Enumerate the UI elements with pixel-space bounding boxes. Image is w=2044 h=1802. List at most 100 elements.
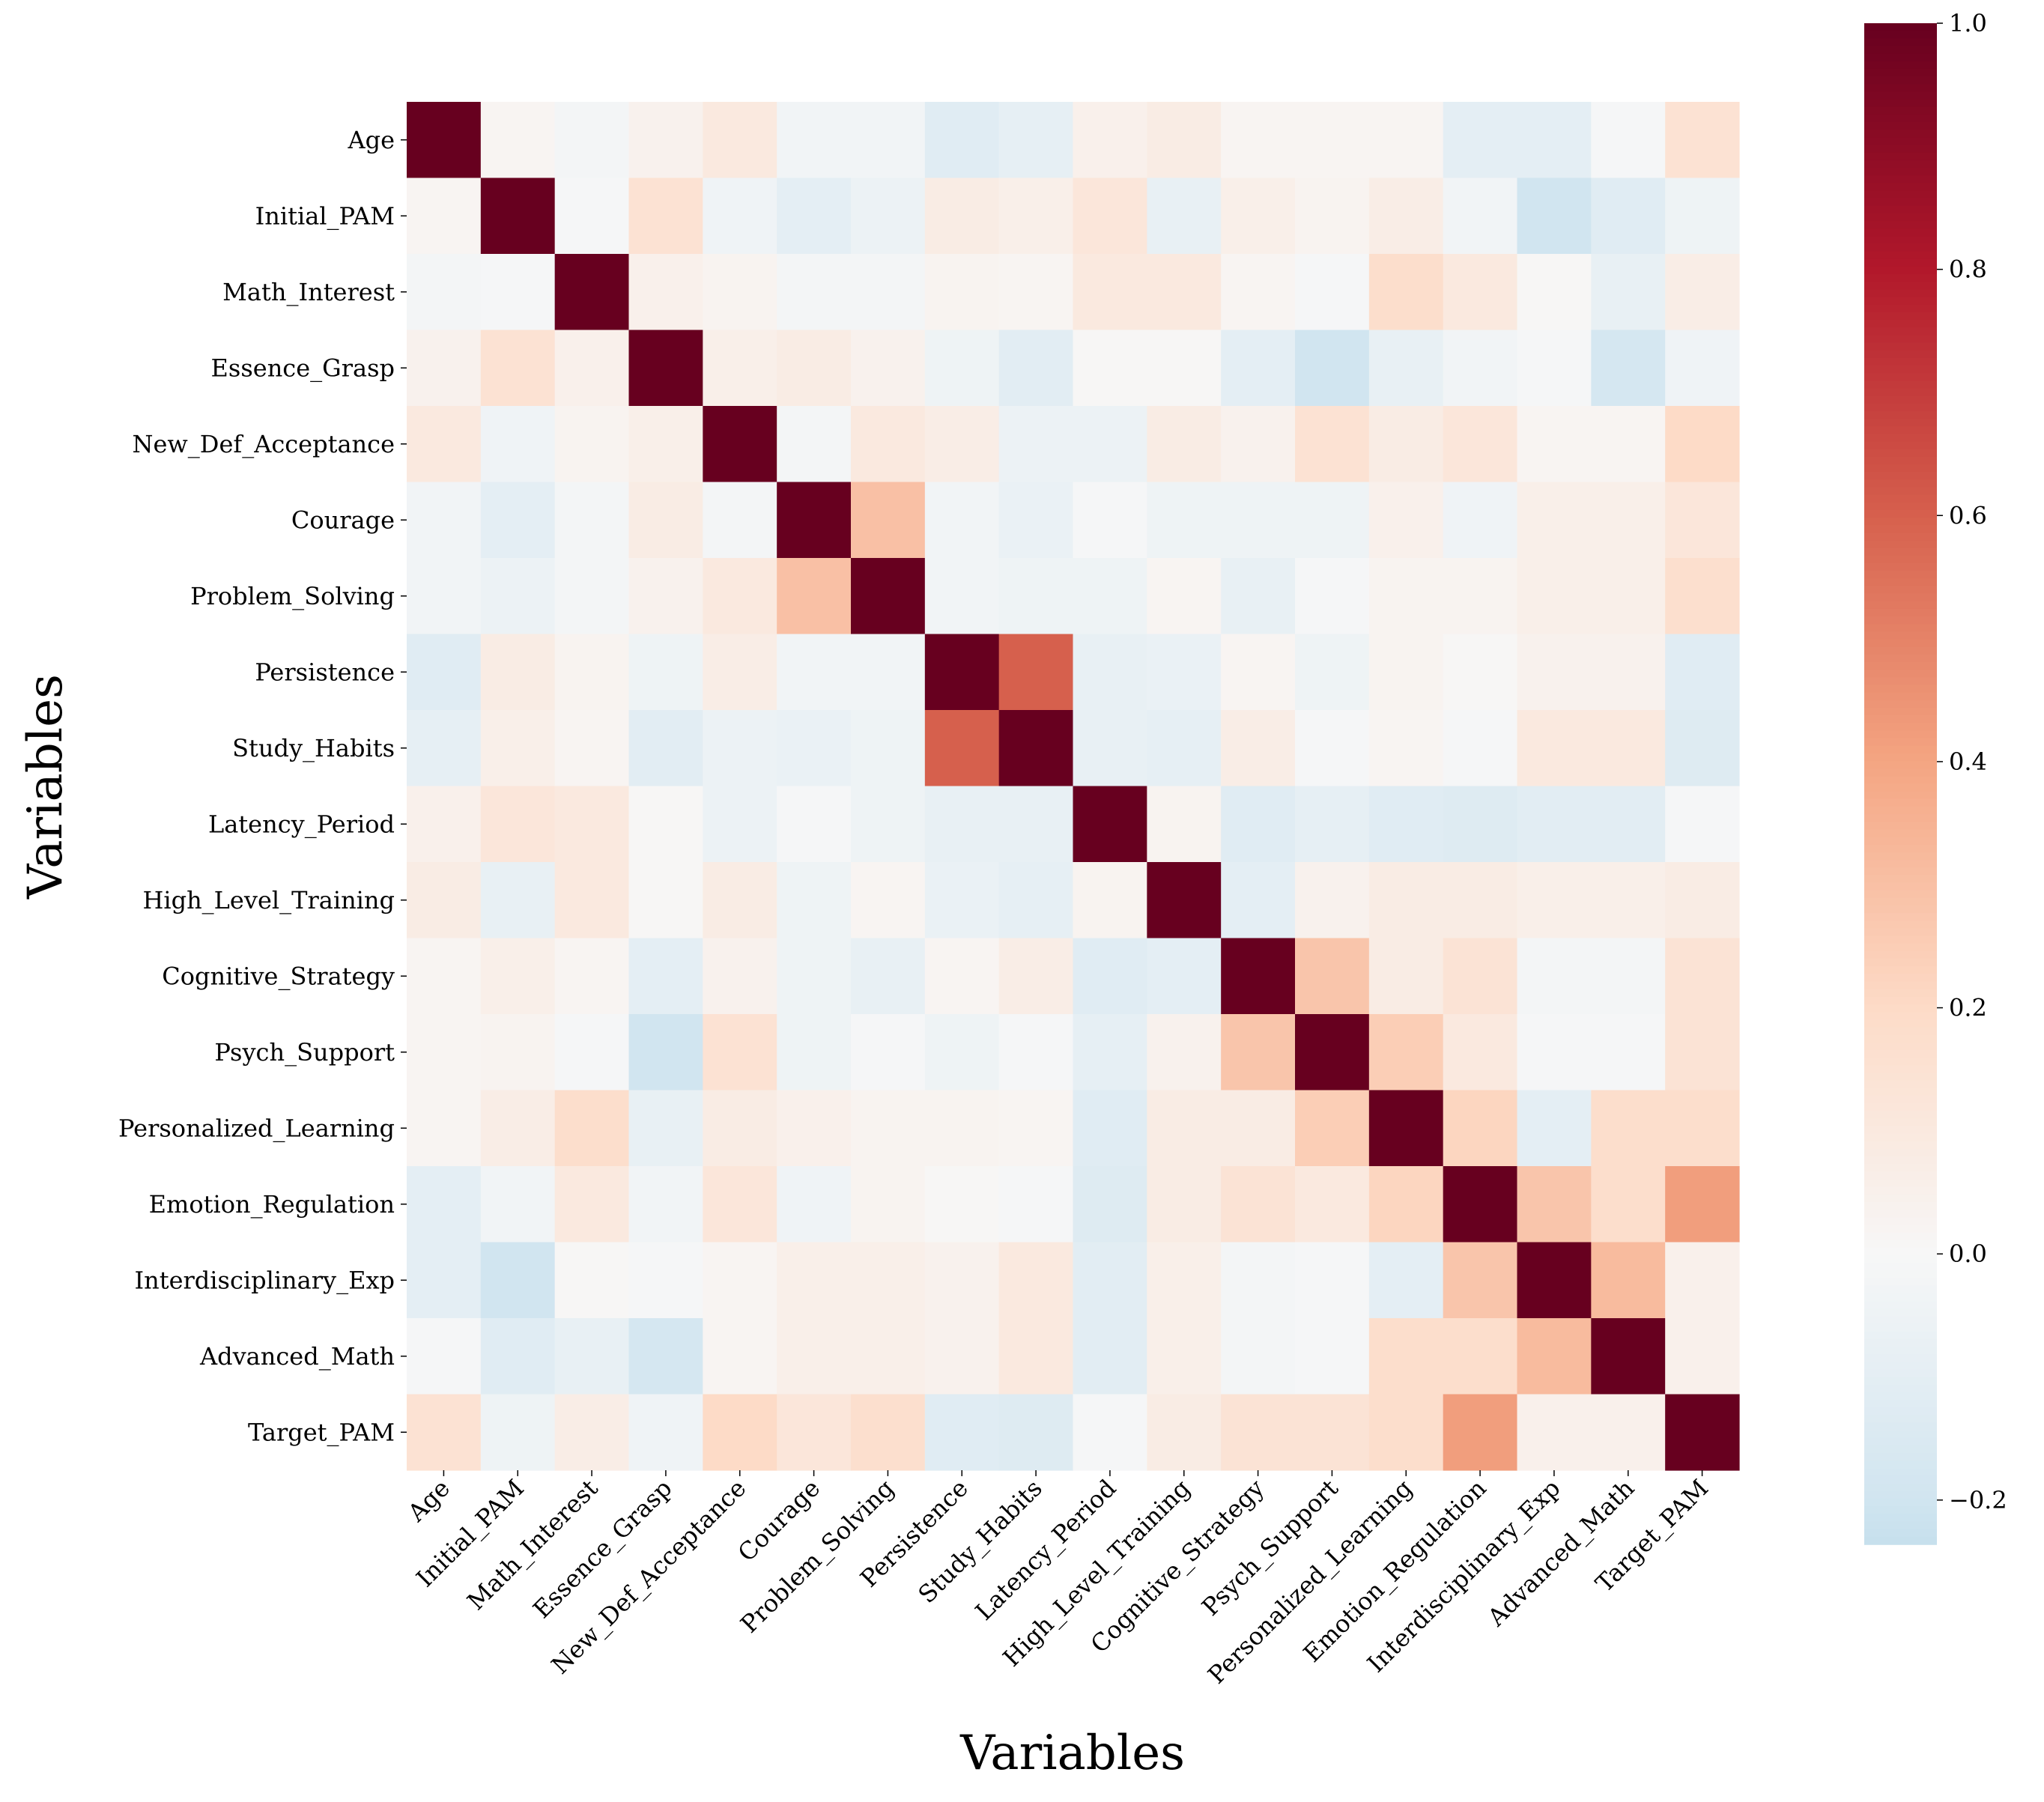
heatmap-cell [998, 1242, 1074, 1319]
y-tick-label: Essence_Grasp [211, 354, 395, 382]
heatmap-cell [924, 1394, 1000, 1471]
heatmap-cell [1368, 102, 1444, 179]
heatmap-cell [851, 482, 926, 559]
colorbar-segment [1864, 875, 1937, 884]
colorbar-segment [1864, 434, 1937, 443]
heatmap-cell [1147, 254, 1222, 331]
colorbar-segment [1864, 1240, 1937, 1249]
colorbar-segment [1864, 487, 1937, 496]
heatmap-cell [480, 254, 556, 331]
heatmap-cell [1443, 406, 1518, 483]
heatmap-cell [1368, 786, 1444, 863]
heatmap-cell [1443, 1242, 1518, 1319]
heatmap-cell [703, 862, 777, 939]
heatmap-cell [480, 938, 556, 1015]
heatmap-cell [1665, 862, 1740, 939]
heatmap-cell [1517, 254, 1592, 331]
colorbar-segment [1864, 608, 1937, 617]
heatmap-cell [998, 710, 1074, 787]
heatmap-cell [924, 634, 1000, 711]
heatmap-cell [998, 482, 1074, 559]
heatmap-cell [1665, 938, 1740, 1015]
heatmap-cell [1221, 178, 1296, 255]
colorbar-segment [1864, 1058, 1937, 1067]
heatmap-cell [407, 1318, 482, 1395]
colorbar-segment [1864, 91, 1937, 100]
heatmap-cell [998, 1394, 1074, 1471]
colorbar-segment [1864, 677, 1937, 686]
colorbar-tick-label: 0.2 [1949, 994, 1987, 1022]
heatmap-cell [777, 786, 852, 863]
heatmap-cell [480, 634, 556, 711]
colorbar-segment [1864, 122, 1937, 130]
heatmap-cell [1591, 102, 1666, 179]
heatmap-cell [1147, 178, 1222, 255]
heatmap-cell [554, 862, 630, 939]
colorbar-segment [1864, 1225, 1937, 1234]
heatmap-cell [554, 1014, 630, 1091]
heatmap-cell [703, 1166, 777, 1243]
heatmap-cell [777, 254, 852, 331]
colorbar-segment [1864, 502, 1937, 511]
heatmap-cell [1591, 634, 1666, 711]
colorbar-segment [1864, 342, 1937, 351]
colorbar-segment [1864, 1126, 1937, 1135]
colorbar-tick-label: 1.0 [1949, 9, 1987, 37]
heatmap-cell [851, 178, 926, 255]
colorbar-segment [1864, 1521, 1937, 1530]
heatmap-cell [1368, 634, 1444, 711]
colorbar-segment [1864, 1019, 1937, 1028]
heatmap-cell [1221, 1166, 1296, 1243]
colorbar-segment [1864, 1004, 1937, 1013]
colorbar-segment [1864, 852, 1937, 861]
heatmap-cell [1147, 786, 1222, 863]
colorbar-segment [1864, 700, 1937, 709]
colorbar-segment [1864, 403, 1937, 412]
heatmap-cell [1517, 786, 1592, 863]
colorbar-segment [1864, 547, 1937, 556]
colorbar-segment [1864, 1012, 1937, 1021]
colorbar-segment [1864, 1247, 1937, 1256]
heatmap-cell [777, 710, 852, 787]
heatmap-cell [628, 1166, 703, 1243]
colorbar-segment [1864, 996, 1937, 1005]
colorbar-segment [1864, 776, 1937, 785]
heatmap-cell [1665, 254, 1740, 331]
heatmap-cell [628, 1318, 703, 1395]
colorbar-segment [1864, 236, 1937, 245]
heatmap-cell [554, 254, 630, 331]
heatmap-cell [1665, 558, 1740, 635]
heatmap-cell [480, 1394, 556, 1471]
heatmap-cell [1517, 1166, 1592, 1243]
colorbar-segment [1864, 571, 1937, 580]
heatmap-cell [554, 634, 630, 711]
heatmap-cell [1221, 1090, 1296, 1167]
heatmap-cell [1221, 710, 1296, 787]
colorbar-segment [1864, 1156, 1937, 1165]
heatmap-cell [1295, 938, 1370, 1015]
colorbar-segment [1864, 1080, 1937, 1089]
heatmap-cell [1295, 710, 1370, 787]
colorbar-segment [1864, 1331, 1937, 1340]
heatmap-cell [1147, 1166, 1222, 1243]
heatmap-cell [1073, 406, 1147, 483]
heatmap-cell [924, 330, 1000, 407]
heatmap-cell [554, 1166, 630, 1243]
colorbar-segment [1864, 1362, 1937, 1371]
x-tick-label: Math_Interest [461, 1474, 604, 1616]
heatmap-cell [1591, 254, 1666, 331]
heatmap-cell [1221, 558, 1296, 635]
colorbar-segment [1864, 53, 1937, 62]
colorbar-segment [1864, 1049, 1937, 1058]
colorbar-segment [1864, 1377, 1937, 1386]
heatmap-cell [554, 1090, 630, 1167]
heatmap-cell [1591, 178, 1666, 255]
colorbar-segment [1864, 920, 1937, 929]
heatmap-cell [1368, 1090, 1444, 1167]
colorbar-segment [1864, 730, 1937, 739]
heatmap-cell [924, 1014, 1000, 1091]
colorbar-segment [1864, 723, 1937, 732]
colorbar-segment [1864, 1301, 1937, 1309]
colorbar-segment [1864, 464, 1937, 473]
